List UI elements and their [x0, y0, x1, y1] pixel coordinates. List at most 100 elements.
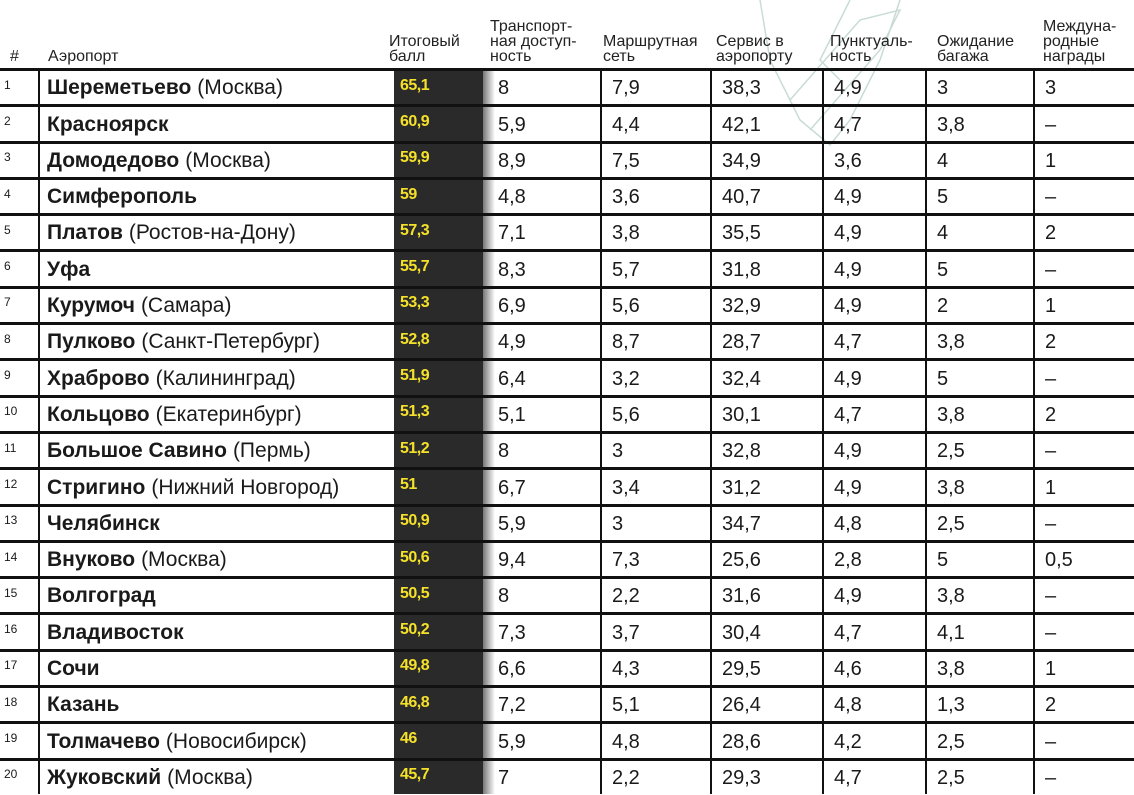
service-cell: 35,5 [710, 216, 822, 250]
airport-name: Уфа [47, 257, 91, 281]
rank-cell: 8 [4, 331, 11, 346]
punctuality-cell: 4,7 [822, 397, 925, 431]
score-cell: 50,6 [394, 542, 483, 577]
routes-cell: 3 [600, 433, 710, 468]
awards-cell: – [1033, 724, 1134, 758]
score-cell: 50,5 [394, 579, 483, 613]
airport-cell: Пулково (Санкт-Петербург) [38, 325, 394, 359]
score-cell: 51,9 [394, 361, 483, 395]
airport-cell: Кольцово (Екатеринбург) [38, 397, 394, 431]
awards-cell: 3 [1033, 71, 1134, 105]
table-row: 15 Волгоград 50,5 8 2,2 31,6 4,9 3,8– [0, 576, 1134, 613]
table-row: 1 Шереметьево (Москва) 65,1 8 7,9 38,3 4,9 3 3 [0, 68, 1134, 105]
header-awards: Междуна- родные награды [1043, 18, 1117, 65]
awards-cell: 2 [1033, 688, 1134, 722]
table-row: 18 Казань 46,8 7,2 5,1 26,4 4,8 1,3 2 [0, 685, 1134, 722]
transport-cell: 8 [498, 585, 510, 608]
punctuality-cell: 4,6 [822, 651, 925, 686]
service-cell: 31,6 [710, 579, 822, 613]
awards-cell: 1 [1033, 651, 1134, 686]
airport-name: Пулково [47, 330, 136, 354]
score-shadow [483, 107, 495, 141]
routes-cell: 4,4 [600, 107, 710, 141]
score-cell: 50,9 [394, 506, 483, 540]
score-shadow [483, 361, 495, 395]
transport-cell: 7,1 [498, 222, 526, 245]
score-cell: 52,8 [394, 325, 483, 359]
punctuality-cell: 4,8 [822, 506, 925, 540]
table-row: 5 Платов (Ростов-на-Дону) 57,3 7,1 3,8 35,5… [0, 213, 1134, 250]
baggage-cell: 2 [925, 288, 1033, 323]
transport-cell: 5,1 [498, 403, 526, 426]
routes-cell: 3,7 [600, 615, 710, 649]
baggage-cell: 2,5 [925, 760, 1033, 794]
airport-name: Храброво [47, 366, 150, 390]
awards-cell: 1 [1033, 288, 1134, 323]
airport-cell: Уфа [38, 252, 394, 286]
header-awards-line: Междуна- [1043, 18, 1117, 35]
baggage-cell: 1,3 [925, 688, 1033, 722]
score-shadow [483, 143, 495, 177]
service-cell: 32,4 [710, 361, 822, 395]
transport-cell: 6,7 [498, 476, 526, 499]
rank-cell: 4 [4, 186, 11, 201]
baggage-cell: 4 [925, 216, 1033, 250]
ranking-table: 1 Шереметьево (Москва) 65,1 8 7,9 38,3 4,9 3 3… [0, 68, 1134, 794]
rank-cell: 7 [4, 295, 11, 310]
rank-cell: 3 [4, 150, 11, 165]
airport-name: Владивосток [47, 620, 184, 644]
score-cell: 51,3 [394, 397, 483, 431]
airport-city: (Москва) [167, 765, 253, 789]
header-baggage-line: Ожидание [937, 33, 1014, 50]
service-cell: 31,2 [710, 470, 822, 504]
header-service-line: Сервис в [716, 33, 784, 50]
awards-cell: – [1033, 579, 1134, 613]
table-header: # Аэропорт Итоговый балл Транспорт- ная … [0, 0, 1134, 68]
punctuality-cell: 4,7 [822, 325, 925, 359]
score-cell: 51,2 [394, 433, 483, 468]
awards-cell: – [1033, 179, 1134, 214]
rank-cell: 9 [4, 368, 11, 383]
score-cell: 49,8 [394, 651, 483, 686]
score-shadow [483, 542, 495, 577]
awards-cell: 2 [1033, 325, 1134, 359]
baggage-cell: 5 [925, 179, 1033, 214]
punctuality-cell: 4,8 [822, 688, 925, 722]
score-shadow [483, 71, 495, 105]
table-row: 9 Храброво (Калининград) 51,9 6,4 3,2 32,4 4… [0, 358, 1134, 395]
transport-cell: 5,9 [498, 113, 526, 136]
score-cell: 46,8 [394, 688, 483, 722]
transport-cell: 7,3 [498, 621, 526, 644]
rank-cell: 12 [4, 476, 18, 491]
service-cell: 30,1 [710, 397, 822, 431]
airport-city: (Москва) [197, 76, 283, 100]
awards-cell: 2 [1033, 397, 1134, 431]
header-awards-line: родные [1043, 33, 1100, 50]
score-shadow [483, 506, 495, 540]
rank-cell: 1 [4, 77, 11, 92]
score-shadow [483, 651, 495, 686]
table-row: 20 Жуковский (Москва) 45,7 7 2,2 29,3 4,7 2,5… [0, 757, 1134, 794]
header-routes: Маршрутная сеть [603, 33, 698, 65]
airport-cell: Курумоч (Самара) [38, 288, 394, 323]
rank-cell: 6 [4, 259, 11, 274]
rank-cell: 5 [4, 222, 11, 237]
table-row: 19 Толмачево (Новосибирск) 46 5,9 4,8 28,6 4… [0, 721, 1134, 758]
routes-cell: 7,5 [600, 143, 710, 177]
service-cell: 26,4 [710, 688, 822, 722]
header-transport-line: ность [490, 48, 532, 65]
service-cell: 42,1 [710, 107, 822, 141]
score-shadow [483, 397, 495, 431]
service-cell: 31,8 [710, 252, 822, 286]
awards-cell: – [1033, 615, 1134, 649]
airport-city: (Москва) [185, 148, 271, 172]
baggage-cell: 2,5 [925, 433, 1033, 468]
routes-cell: 5,6 [600, 288, 710, 323]
header-punctuality-line: Пунктуаль- [830, 33, 913, 50]
airport-cell: Казань [38, 688, 394, 722]
header-routes-line: Маршрутная [603, 33, 698, 50]
routes-cell: 2,2 [600, 579, 710, 613]
transport-cell: 8 [498, 440, 510, 463]
score-shadow [483, 216, 495, 250]
service-cell: 32,9 [710, 288, 822, 323]
